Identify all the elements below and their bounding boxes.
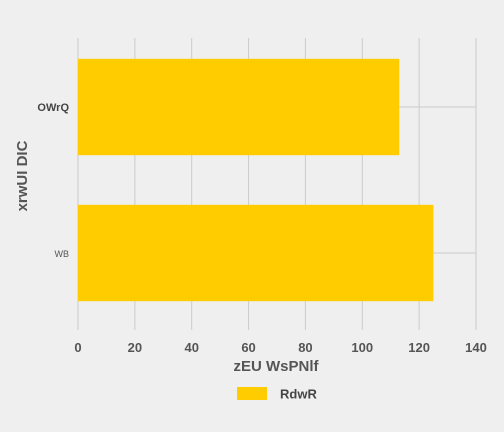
x-tick-label: 60 (241, 340, 255, 355)
x-axis-title: zEU WsPNlf (233, 358, 319, 375)
x-tick-label: 0 (74, 340, 81, 355)
bar-layer (78, 58, 434, 302)
y-axis-title: xrwUI DIC (14, 140, 31, 211)
x-tick-label: 140 (465, 340, 487, 355)
x-tick-label: 20 (128, 340, 142, 355)
label-layer: 0 20 40 60 80 100 120 140 OWrQ WB (37, 102, 486, 355)
x-tick-label: 40 (184, 340, 198, 355)
bar-wb (78, 204, 434, 302)
x-tick-label: 80 (298, 340, 312, 355)
legend: RdwR (237, 387, 317, 402)
legend-swatch (237, 387, 267, 400)
x-tick-label: 100 (351, 340, 373, 355)
y-tick-label: WB (55, 249, 70, 259)
legend-label: RdwR (280, 387, 317, 402)
bar-owrq (78, 58, 400, 156)
y-tick-label: OWrQ (37, 102, 69, 114)
x-tick-label: 120 (408, 340, 430, 355)
